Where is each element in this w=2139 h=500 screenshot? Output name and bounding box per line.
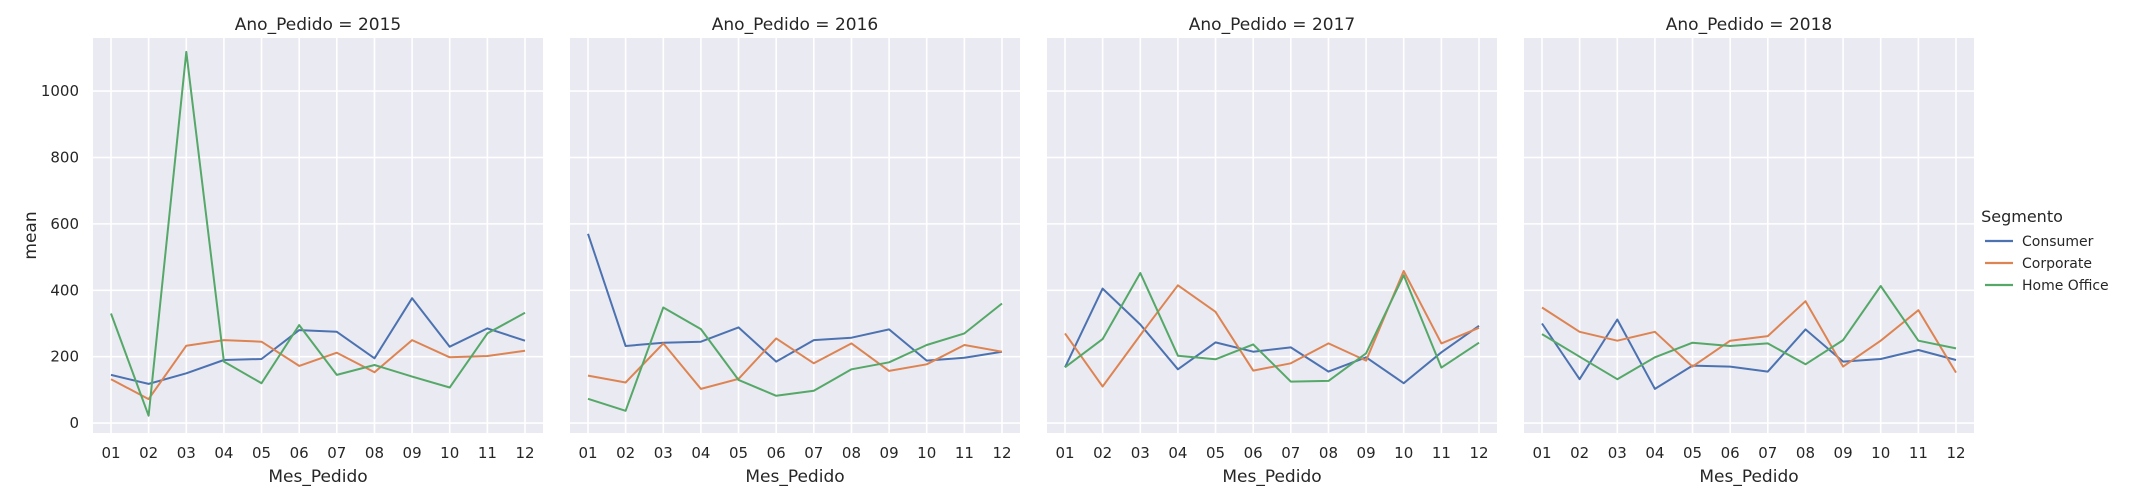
x-tick-label: 12: [992, 444, 1011, 462]
panel-background: [1524, 38, 1974, 433]
x-tick-label: 11: [1432, 444, 1451, 462]
x-tick-label: 01: [1532, 444, 1551, 462]
x-tick-label: 08: [842, 444, 861, 462]
series-line-corporate: [110, 339, 526, 401]
y-axis-label: mean: [21, 211, 41, 259]
x-tick-label: 01: [578, 444, 597, 462]
x-tick-label: 02: [1570, 444, 1589, 462]
x-tick-label: 09: [880, 444, 899, 462]
legend-entries: Consumer Corporate Home Office: [1985, 234, 2109, 294]
x-tick-label: 03: [1608, 444, 1627, 462]
series-line-home-office: [1541, 285, 1957, 381]
legend-label: Consumer: [2022, 234, 2094, 250]
panel-title: Ano_Pedido = 2016: [712, 15, 878, 35]
series-line-corporate: [1064, 270, 1480, 388]
x-tick-label: 05: [1683, 444, 1702, 462]
x-tick-label: 09: [1834, 444, 1853, 462]
x-tick-label: 10: [917, 444, 936, 462]
y-tick-label: 800: [50, 148, 79, 166]
x-tick-label: 04: [1168, 444, 1187, 462]
x-tick-label: 04: [691, 444, 710, 462]
legend-entry-corporate: Corporate: [1985, 256, 2092, 272]
x-tick-label: 07: [327, 444, 346, 462]
legend: Segmento Consumer Corporate Home Office: [1981, 207, 2109, 294]
x-tick-label: 04: [1645, 444, 1664, 462]
y-tick-label: 1000: [41, 82, 79, 100]
x-tick-label: 06: [290, 444, 309, 462]
x-tick-label: 09: [403, 444, 422, 462]
x-tick-label: 05: [1206, 444, 1225, 462]
legend-label: Home Office: [2022, 278, 2109, 294]
x-tick-label: 09: [1357, 444, 1376, 462]
x-tick-label: 03: [654, 444, 673, 462]
y-tick-label: 400: [50, 281, 79, 299]
x-axis-label: Mes_Pedido: [1222, 467, 1321, 487]
x-tick-label: 12: [515, 444, 534, 462]
x-tick-label: 02: [616, 444, 635, 462]
x-tick-label: 02: [139, 444, 158, 462]
panel-title: Ano_Pedido = 2015: [235, 15, 401, 35]
x-tick-label: 06: [1244, 444, 1263, 462]
x-tick-label: 08: [365, 444, 384, 462]
x-tick-label: 07: [804, 444, 823, 462]
x-tick-label: 11: [955, 444, 974, 462]
series-line-home-office: [1064, 272, 1480, 383]
x-tick-label: 11: [1909, 444, 1928, 462]
facet-panel-2: Ano_Pedido = 2017 01 02 03 04 05 06 07 08 09 10 11 1…: [1047, 15, 1497, 487]
x-tick-label: 02: [1093, 444, 1112, 462]
x-tick-label: 10: [440, 444, 459, 462]
x-tick-label: 12: [1469, 444, 1488, 462]
x-tick-label: 10: [1394, 444, 1413, 462]
x-tick-label: 06: [767, 444, 786, 462]
series-line-corporate: [1541, 300, 1957, 374]
x-tick-label: 07: [1758, 444, 1777, 462]
x-tick-label: 08: [1319, 444, 1338, 462]
legend-entry-home-office: Home Office: [1985, 278, 2109, 294]
x-axis-label: Mes_Pedido: [1699, 467, 1798, 487]
x-tick-label: 04: [214, 444, 233, 462]
legend-entry-consumer: Consumer: [1985, 234, 2094, 250]
series-line-consumer: [110, 297, 526, 385]
x-tick-label: 07: [1281, 444, 1300, 462]
x-tick-label: 01: [1055, 444, 1074, 462]
x-tick-label: 10: [1871, 444, 1890, 462]
x-axis-label: Mes_Pedido: [268, 467, 367, 487]
x-tick-label: 11: [478, 444, 497, 462]
y-tick-label: 0: [69, 414, 79, 432]
x-tick-label: 06: [1721, 444, 1740, 462]
legend-label: Corporate: [2022, 256, 2092, 272]
panel-background: [93, 38, 543, 433]
panel-background: [1047, 38, 1497, 433]
x-tick-label: 03: [1131, 444, 1150, 462]
panels-layer: Ano_Pedido = 2015 01 02 03 04 05 06 07 08 09 10 11 1…: [21, 15, 1974, 487]
series-line-home-office: [110, 50, 526, 417]
x-axis-label: Mes_Pedido: [745, 467, 844, 487]
y-tick-label: 200: [50, 348, 79, 366]
x-tick-label: 05: [729, 444, 748, 462]
panel-background: [570, 38, 1020, 433]
series-line-consumer: [1064, 287, 1480, 385]
legend-title: Segmento: [1981, 207, 2063, 226]
x-tick-label: 05: [252, 444, 271, 462]
x-tick-label: 01: [101, 444, 120, 462]
y-tick-label: 600: [50, 215, 79, 233]
series-line-consumer: [1541, 318, 1957, 390]
panel-title: Ano_Pedido = 2017: [1189, 15, 1355, 35]
series-line-corporate: [587, 337, 1003, 390]
x-tick-label: 03: [177, 444, 196, 462]
facet-panel-3: Ano_Pedido = 2018 01 02 03 04 05 06 07 08 09 10 11 1…: [1524, 15, 1974, 487]
panel-title: Ano_Pedido = 2018: [1666, 15, 1832, 35]
series-line-home-office: [587, 302, 1003, 412]
x-tick-label: 08: [1796, 444, 1815, 462]
x-tick-label: 12: [1946, 444, 1965, 462]
facet-panel-0: Ano_Pedido = 2015 01 02 03 04 05 06 07 08 09 10 11 1…: [21, 15, 543, 487]
facet-panel-1: Ano_Pedido = 2016 01 02 03 04 05 06 07 08 09 10 11 1…: [570, 15, 1020, 487]
